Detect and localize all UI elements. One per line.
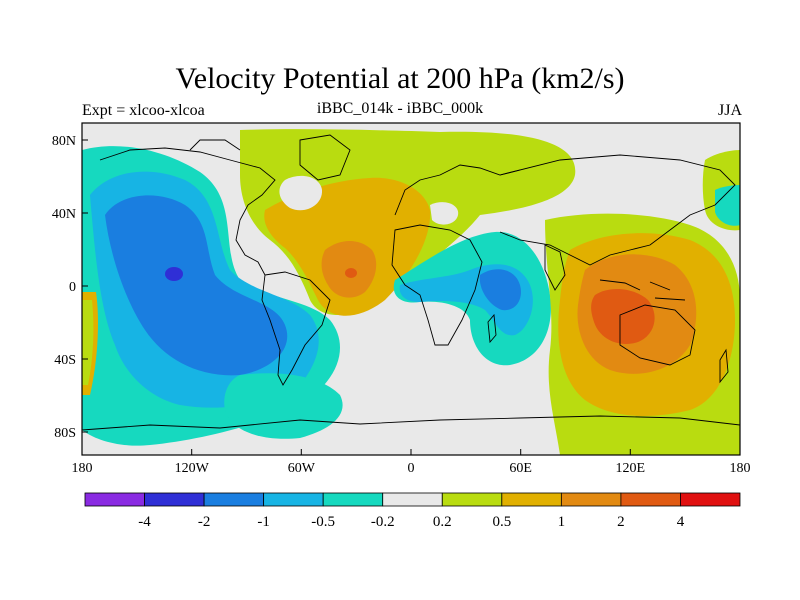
lon-tick-label: 180: [730, 461, 751, 476]
colorbar-label: 1: [558, 514, 566, 530]
lat-tick-label: 80S: [54, 426, 76, 441]
lat-tick-label: 0: [69, 280, 76, 295]
colorbar-label: 2: [617, 514, 625, 530]
colorbar-label: -1: [257, 514, 270, 530]
colorbar-swatch: [382, 492, 443, 507]
colorbar-swatch: [620, 492, 681, 507]
colorbar-swatch: [680, 492, 741, 507]
axis-ticks: [81, 139, 741, 455]
lon-tick-label: 60E: [509, 461, 532, 476]
colorbar-labels: -4 -2 -1 -0.5 -0.2 0.2 0.5 1 2 4: [138, 514, 684, 530]
experiment-label: Expt = xlcoo-xlcoa: [82, 102, 205, 119]
colorbar-label: -0.2: [371, 514, 395, 530]
colorbar-swatch: [263, 492, 324, 507]
colorbar-swatch: [203, 492, 265, 507]
lat-tick-label: 80N: [52, 134, 76, 149]
colorbar-swatch: [144, 492, 205, 507]
colorbar-label: -4: [138, 514, 151, 530]
colorbar-swatch: [322, 492, 384, 507]
colorbar-label: -2: [198, 514, 211, 530]
colorbar: [84, 492, 741, 507]
run-difference-label: iBBC_014k - iBBC_000k: [316, 100, 484, 117]
lon-tick-label: 180: [72, 461, 93, 476]
lon-tick-label: 60W: [288, 461, 316, 476]
colorbar-swatch: [560, 492, 622, 507]
lon-tick-label: 120E: [616, 461, 646, 476]
lat-tick-label: 40S: [54, 353, 76, 368]
velocity-potential-field: [82, 123, 740, 455]
colorbar-label: -0.5: [311, 514, 335, 530]
colorbar-label: 0.5: [492, 514, 511, 530]
colorbar-swatch: [501, 492, 562, 507]
season-label: JJA: [717, 102, 742, 119]
map-title: Velocity Potential at 200 hPa (km2/s): [175, 62, 625, 95]
colorbar-label: 0.2: [433, 514, 452, 530]
coastlines: [82, 134, 740, 431]
lat-tick-label: 40N: [52, 207, 76, 222]
colorbar-swatch: [441, 492, 503, 507]
colorbar-label: 4: [677, 514, 685, 530]
lon-tick-label: 120W: [175, 461, 210, 476]
lon-tick-label: 0: [408, 461, 415, 476]
colorbar-swatch: [84, 492, 145, 507]
